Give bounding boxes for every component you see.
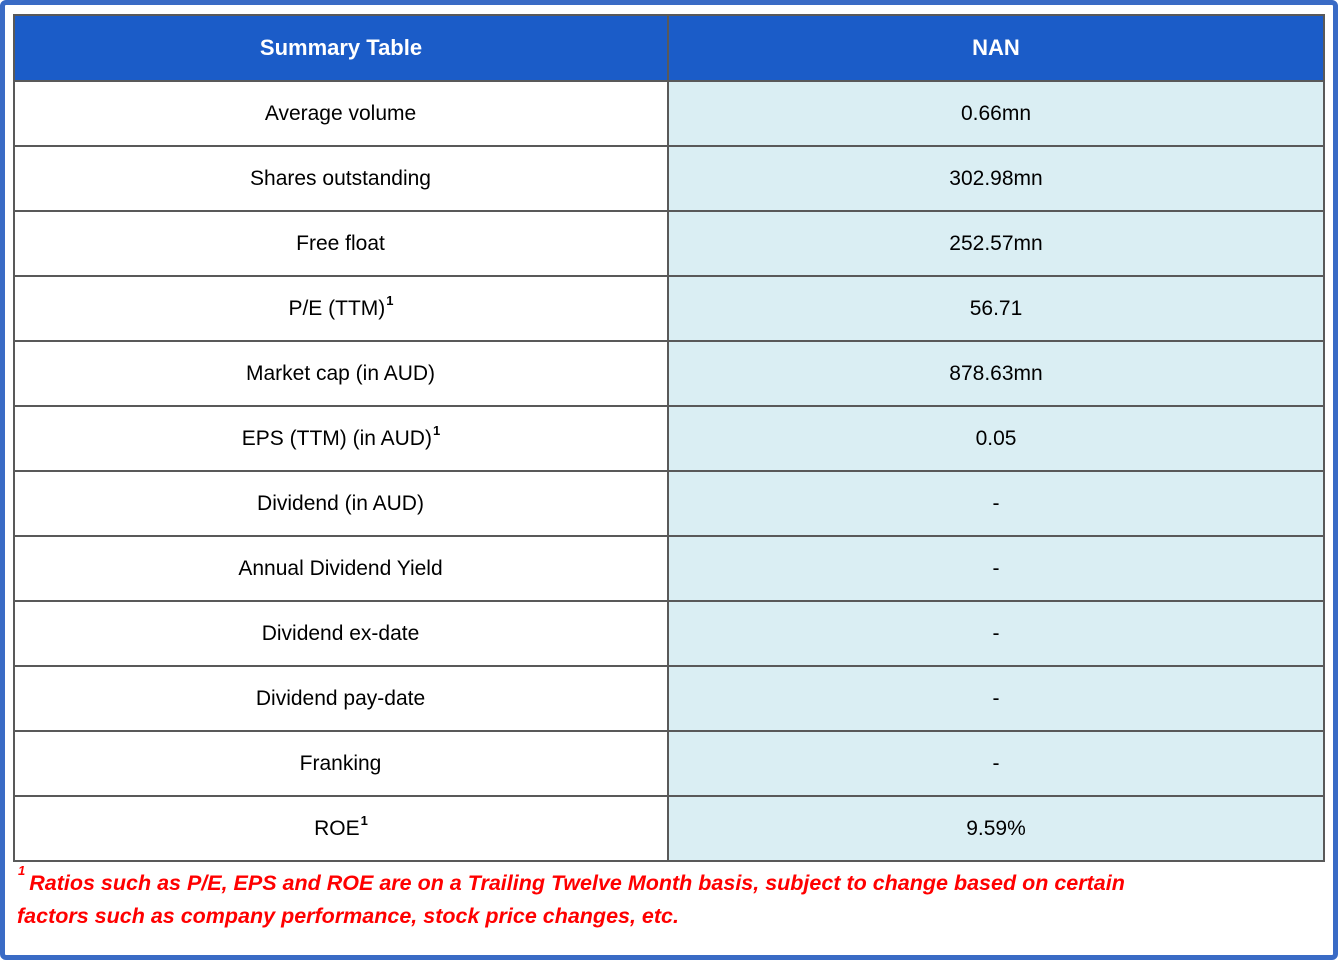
row-label-text: Annual Dividend Yield xyxy=(238,556,443,580)
table-row: EPS (TTM) (in AUD) 1 0.05 xyxy=(15,405,1323,470)
footnote-superscript: 1 xyxy=(18,862,26,878)
row-value: 0.05 xyxy=(669,407,1323,470)
row-label: Free float xyxy=(15,212,669,275)
row-label: P/E (TTM) 1 xyxy=(15,277,669,340)
row-label: Market cap (in AUD) xyxy=(15,342,669,405)
row-label: Average volume xyxy=(15,82,669,145)
row-label-text: P/E (TTM) xyxy=(288,296,386,320)
row-label-text: Free float xyxy=(296,231,385,255)
row-value: - xyxy=(669,537,1323,600)
row-label-text: Dividend ex-date xyxy=(261,621,420,645)
row-value: - xyxy=(669,602,1323,665)
table-row: Free float 252.57mn xyxy=(15,210,1323,275)
header-cell-summary-table: Summary Table xyxy=(15,16,669,80)
row-value: 252.57mn xyxy=(669,212,1323,275)
summary-table: Summary Table NAN Average volume 0.66mn … xyxy=(13,14,1325,862)
table-row: Dividend pay-date - xyxy=(15,665,1323,730)
row-value: 9.59% xyxy=(669,797,1323,860)
header-cell-nan: NAN xyxy=(669,16,1323,80)
row-label: Dividend pay-date xyxy=(15,667,669,730)
row-value: - xyxy=(669,732,1323,795)
row-label-text: Franking xyxy=(299,751,382,775)
row-label-text: Average volume xyxy=(264,101,417,125)
row-value: 56.71 xyxy=(669,277,1323,340)
table-row: Dividend ex-date - xyxy=(15,600,1323,665)
row-label: Franking xyxy=(15,732,669,795)
table-row: ROE 1 9.59% xyxy=(15,795,1323,860)
row-value: - xyxy=(669,667,1323,730)
table-row: Franking - xyxy=(15,730,1323,795)
row-label: Annual Dividend Yield xyxy=(15,537,669,600)
table-header-row: Summary Table NAN xyxy=(15,16,1323,80)
row-label-text: Dividend (in AUD) xyxy=(257,491,424,515)
table-row: Annual Dividend Yield - xyxy=(15,535,1323,600)
row-value: 302.98mn xyxy=(669,147,1323,210)
row-label: Dividend ex-date xyxy=(15,602,669,665)
footnote-line1: Ratios such as P/E, EPS and ROE are on a… xyxy=(29,871,1125,895)
row-label-text: EPS (TTM) (in AUD) xyxy=(241,426,432,450)
row-value: - xyxy=(669,472,1323,535)
row-label-text: ROE xyxy=(314,816,360,840)
table-row: Market cap (in AUD) 878.63mn xyxy=(15,340,1323,405)
row-label: EPS (TTM) (in AUD) 1 xyxy=(15,407,669,470)
table-row: Dividend (in AUD) - xyxy=(15,470,1323,535)
footnote-line2: factors such as company performance, sto… xyxy=(17,904,679,929)
table-row: Average volume 0.66mn xyxy=(15,80,1323,145)
row-value: 0.66mn xyxy=(669,82,1323,145)
row-label-text: Market cap (in AUD) xyxy=(245,361,436,385)
row-label: ROE 1 xyxy=(15,797,669,860)
row-label-text: Shares outstanding xyxy=(250,166,431,190)
table-row: P/E (TTM) 1 56.71 xyxy=(15,275,1323,340)
row-value: 878.63mn xyxy=(669,342,1323,405)
row-label: Dividend (in AUD) xyxy=(15,472,669,535)
footnote: 1Ratios such as P/E, EPS and ROE are on … xyxy=(13,864,1325,934)
row-label: Shares outstanding xyxy=(15,147,669,210)
row-label-text: Dividend pay-date xyxy=(255,686,426,710)
table-row: Shares outstanding 302.98mn xyxy=(15,145,1323,210)
